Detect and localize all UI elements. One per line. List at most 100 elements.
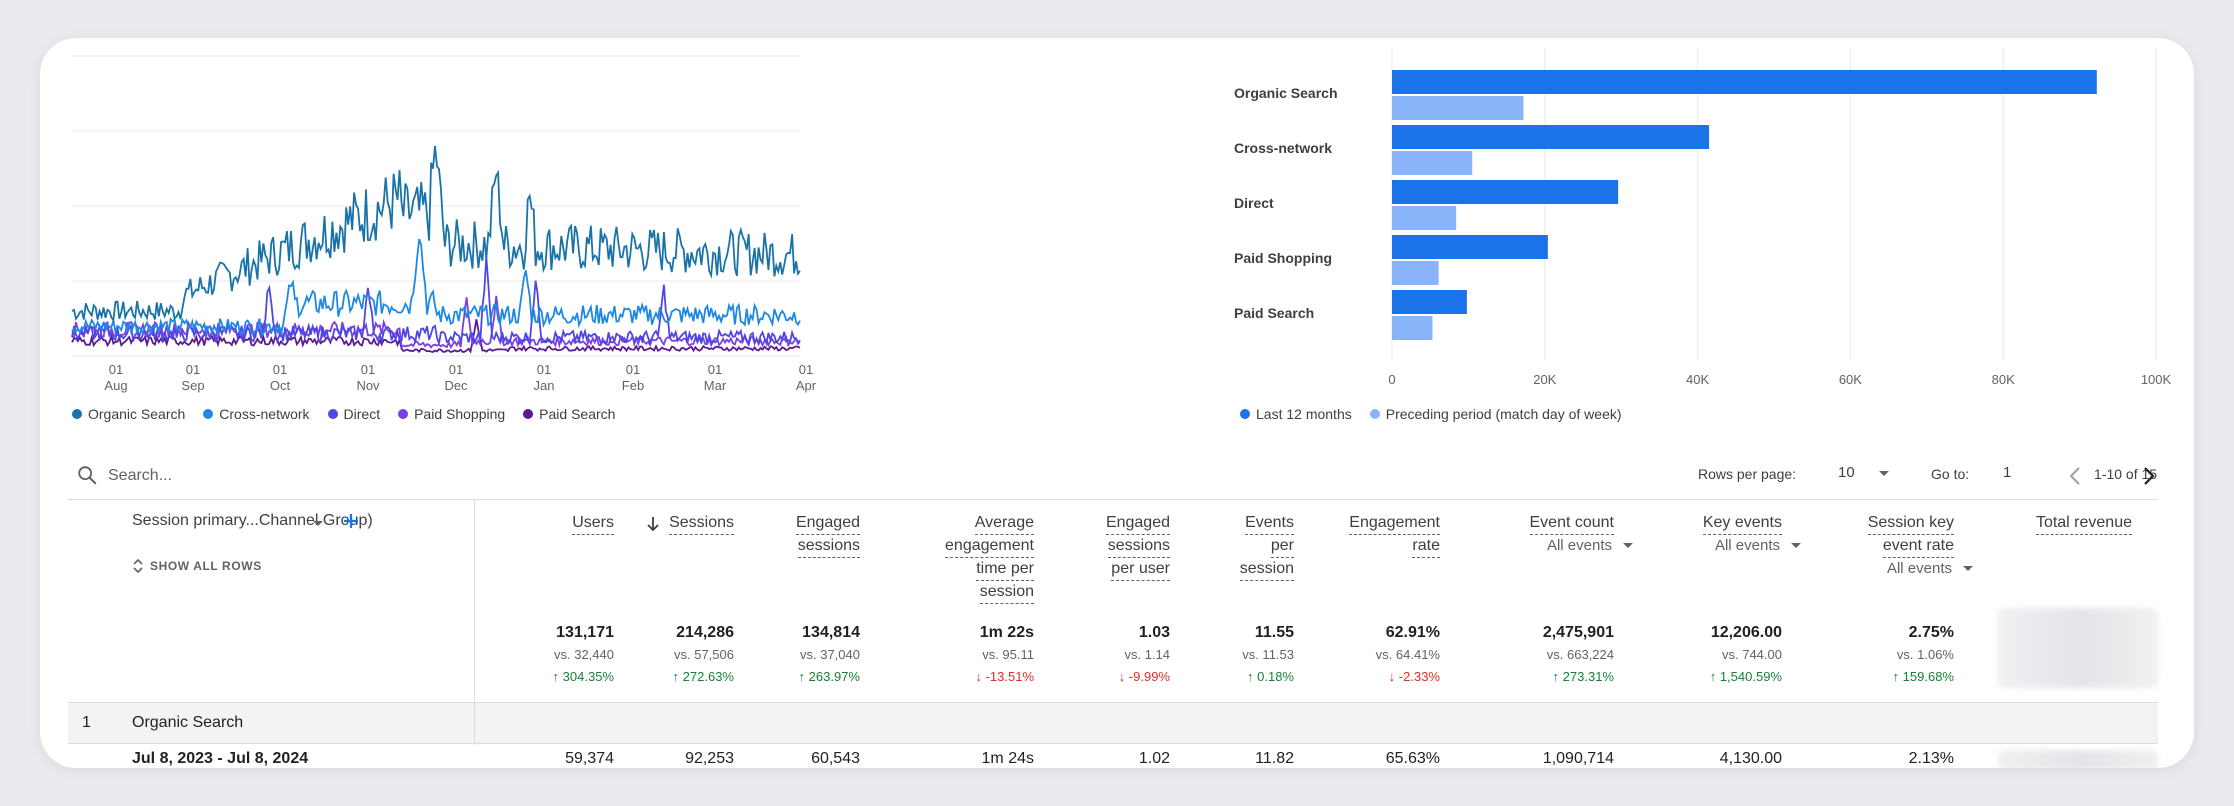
x-tick-day: 01 [537, 362, 551, 377]
column-total: 12,206.00 vs. 744.00 ↑ 1,540.59% [1710, 622, 1782, 688]
bar-last-12-months[interactable] [1392, 125, 1710, 149]
column-header[interactable]: Key events All events [1702, 512, 1801, 557]
chevron-down-icon [1963, 566, 1973, 571]
bar-preceding-period[interactable] [1392, 206, 1457, 230]
legend-item[interactable]: Paid Shopping [398, 406, 505, 422]
x-tick-day: 01 [109, 362, 123, 377]
redacted-revenue-cell [1998, 750, 2158, 768]
x-tick-month: Dec [444, 378, 468, 393]
sort-descending-icon[interactable] [647, 516, 659, 532]
legend-item[interactable]: Direct [327, 406, 381, 422]
event-filter-select[interactable]: All events [1868, 558, 1974, 580]
bar-category-label: Direct [1234, 195, 1274, 211]
show-all-rows-label: SHOW ALL ROWS [150, 559, 262, 573]
series-organic-search [71, 145, 801, 323]
column-header[interactable]: Session key event rate All events [1867, 512, 1973, 580]
chevron-left-icon[interactable] [2068, 466, 2082, 486]
table-toolbar: Rows per page: 10 Go to: 1 1-10 of 15 [68, 454, 2158, 500]
arrow-up-icon: ↑ [552, 669, 563, 684]
column-header[interactable]: Users [572, 512, 614, 535]
table-row[interactable]: Jul 8, 2023 - Jul 8, 2024 59,374 92,253 60… [68, 744, 2158, 768]
change-value: -9.99% [1128, 669, 1170, 684]
data-table: Session primary...Channel Group) SHOW AL… [68, 500, 2158, 768]
column-header[interactable]: Events per session [1239, 512, 1294, 581]
table-cell: 92,253 [685, 750, 734, 767]
column-header-label: Events [1245, 512, 1294, 535]
bar-category-label: Paid Shopping [1234, 250, 1332, 266]
x-tick-label: 40K [1686, 372, 1709, 387]
legend-item[interactable]: Organic Search [72, 406, 185, 422]
column-header[interactable]: Engaged sessions per user [1105, 512, 1170, 581]
comparison-value: vs. 64.41% [1375, 647, 1440, 662]
column-header-label: rate [1412, 535, 1440, 558]
arrow-up-icon: ↑ [798, 669, 809, 684]
legend-label: Cross-network [219, 406, 310, 422]
x-tick-day: 01 [708, 362, 722, 377]
table-cell: 1.02 [1138, 750, 1170, 767]
bar-last-12-months[interactable] [1392, 70, 2097, 94]
bar-last-12-months[interactable] [1392, 290, 1467, 314]
legend-item[interactable]: Paid Search [523, 406, 615, 422]
dimension-selector[interactable]: Session primary...Channel Group) [132, 512, 373, 530]
bar-preceding-period[interactable] [1392, 316, 1433, 340]
rows-per-page-label: Rows per page: [1698, 466, 1797, 482]
legend-item[interactable]: Cross-network [203, 406, 310, 422]
legend-label: Direct [343, 406, 381, 422]
rows-per-page-select[interactable]: 10 [1838, 464, 1898, 488]
event-filter-label: All events [1546, 537, 1612, 554]
change-value: -13.51% [985, 669, 1034, 684]
bar-preceding-period[interactable] [1392, 96, 1524, 120]
column-header[interactable]: Total revenue [2035, 512, 2132, 535]
show-all-rows-button[interactable]: SHOW ALL ROWS [132, 558, 262, 574]
total-value: 2,475,901 [1542, 624, 1614, 641]
column-total: 11.55 vs. 11.53 ↑ 0.18% [1242, 622, 1294, 688]
pagination-range: 1-10 of 15 [2094, 466, 2158, 482]
column-total: 131,171 vs. 32,440 ↑ 304.35% [553, 622, 614, 688]
change-percent: ↑ 273.31% [1543, 666, 1614, 688]
x-tick-label: 80K [1992, 372, 2015, 387]
comparison-value: vs. 11.53 [1242, 647, 1294, 662]
change-value: 159.68% [1902, 669, 1954, 684]
x-tick-month: Oct [270, 378, 291, 393]
change-percent: ↓ -2.33% [1376, 666, 1440, 688]
event-filter-select[interactable]: All events [1530, 535, 1635, 557]
table-cell: 2.13% [1908, 750, 1954, 767]
column-header-label: Users [572, 512, 614, 535]
table-cell: 60,543 [811, 750, 860, 767]
row-index: 1 [82, 714, 91, 731]
column-total: 1.03 vs. 1.14 ↓ -9.99% [1119, 622, 1170, 688]
total-value: 131,171 [556, 624, 614, 641]
column-header[interactable]: Average engagement time per session [945, 512, 1034, 604]
comparison-value: vs. 32,440 [554, 647, 614, 662]
column-header[interactable]: Engaged sessions [795, 512, 860, 558]
legend-item[interactable]: Last 12 months [1240, 406, 1352, 422]
bar-preceding-period[interactable] [1392, 261, 1439, 285]
dimension-dropdown-icon[interactable] [312, 520, 324, 528]
x-tick-month: Aug [104, 378, 127, 393]
column-header-label: Engaged [1105, 512, 1170, 535]
column-header[interactable]: Sessions [647, 512, 734, 535]
x-tick-day: 01 [186, 362, 200, 377]
bar-last-12-months[interactable] [1392, 180, 1619, 204]
chevron-down-icon [1879, 471, 1889, 476]
legend-label: Preceding period (match day of week) [1385, 406, 1622, 422]
bar-last-12-months[interactable] [1392, 235, 1548, 259]
row-label: Organic Search [132, 714, 244, 731]
x-tick-month: Feb [622, 378, 644, 393]
add-dimension-icon[interactable] [342, 512, 360, 530]
bar-preceding-period[interactable] [1392, 151, 1473, 175]
series-paid-search [71, 319, 801, 354]
comparison-value: vs. 1.14 [1124, 647, 1170, 662]
chevron-right-icon[interactable] [2142, 466, 2156, 486]
bar-chart-legend: Last 12 months Preceding period (match da… [1240, 406, 1622, 422]
column-header[interactable]: Event count All events [1529, 512, 1633, 557]
go-to-input[interactable]: 1 [2003, 464, 2012, 481]
legend-item[interactable]: Preceding period (match day of week) [1369, 406, 1622, 422]
column-header[interactable]: Engagement rate [1349, 512, 1440, 558]
event-filter-label: All events [1886, 560, 1952, 577]
search-input[interactable] [108, 462, 508, 490]
change-value: 272.63% [682, 669, 734, 684]
event-filter-select[interactable]: All events [1703, 535, 1802, 557]
table-row[interactable]: 1 Organic Search [68, 702, 2158, 745]
comparison-value: vs. 663,224 [1546, 647, 1614, 662]
